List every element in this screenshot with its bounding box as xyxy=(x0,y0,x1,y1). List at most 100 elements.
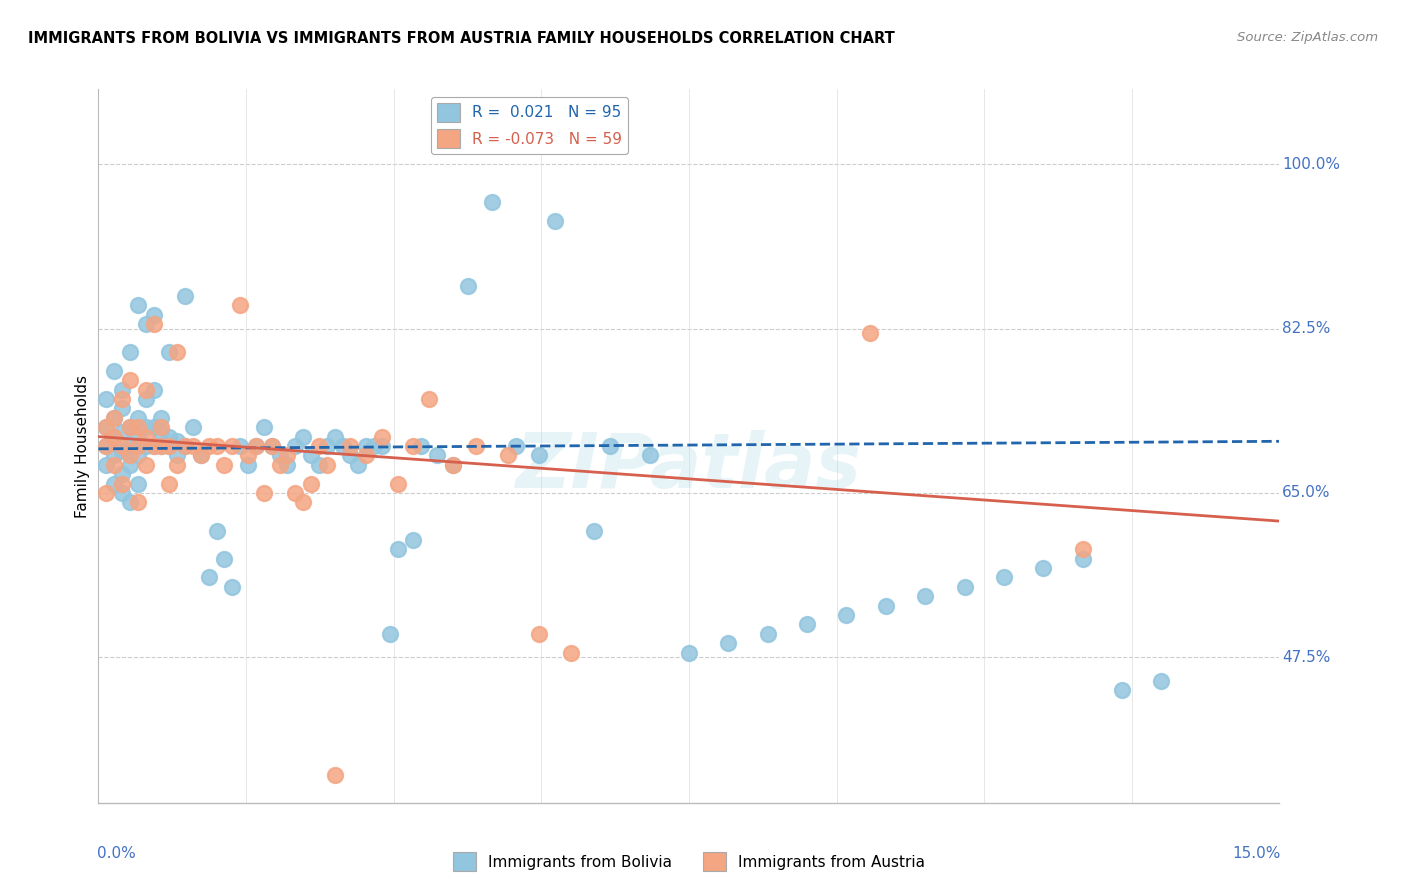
Point xyxy=(166,449,188,463)
Point xyxy=(402,439,425,453)
Point xyxy=(111,443,134,458)
Point xyxy=(993,570,1015,584)
Point xyxy=(308,439,330,453)
Point xyxy=(96,392,118,406)
Point xyxy=(127,449,149,463)
Point xyxy=(135,317,157,331)
Point xyxy=(142,317,165,331)
Point xyxy=(253,420,276,434)
Point xyxy=(118,439,141,453)
Point xyxy=(859,326,882,341)
Point xyxy=(118,458,141,472)
Point xyxy=(354,439,377,453)
Point xyxy=(157,439,180,453)
Point xyxy=(496,449,519,463)
Point xyxy=(127,439,149,453)
Point xyxy=(96,420,118,434)
Text: 65.0%: 65.0% xyxy=(1282,485,1330,500)
Point xyxy=(339,449,361,463)
Point xyxy=(308,458,330,472)
Point xyxy=(284,439,307,453)
Point xyxy=(229,439,252,453)
Point xyxy=(174,289,197,303)
Point xyxy=(190,449,212,463)
Point xyxy=(118,495,141,509)
Point xyxy=(756,627,779,641)
Point xyxy=(583,524,606,538)
Point xyxy=(142,439,165,453)
Point xyxy=(127,410,149,425)
Point xyxy=(205,439,228,453)
Point xyxy=(221,439,243,453)
Point xyxy=(197,439,219,453)
Point xyxy=(111,467,134,482)
Point xyxy=(103,429,125,443)
Point xyxy=(299,449,322,463)
Point xyxy=(260,439,283,453)
Point xyxy=(118,373,141,387)
Point xyxy=(914,589,936,603)
Point xyxy=(411,439,433,453)
Point xyxy=(96,458,118,472)
Point xyxy=(284,486,307,500)
Point xyxy=(197,570,219,584)
Point xyxy=(529,449,551,463)
Point xyxy=(118,345,141,359)
Point xyxy=(260,439,283,453)
Point xyxy=(157,476,180,491)
Point xyxy=(127,429,149,443)
Point xyxy=(166,458,188,472)
Point xyxy=(269,449,291,463)
Point xyxy=(96,439,118,453)
Point xyxy=(150,439,173,453)
Point xyxy=(103,364,125,378)
Point xyxy=(103,476,125,491)
Point xyxy=(157,345,180,359)
Point xyxy=(111,401,134,416)
Point xyxy=(441,458,464,472)
Point xyxy=(127,298,149,312)
Point xyxy=(292,495,315,509)
Point xyxy=(544,213,567,227)
Point xyxy=(529,627,551,641)
Point xyxy=(229,298,252,312)
Point xyxy=(299,476,322,491)
Point xyxy=(111,392,134,406)
Point xyxy=(245,439,267,453)
Point xyxy=(127,420,149,434)
Point xyxy=(118,449,141,463)
Point xyxy=(1111,683,1133,698)
Text: 82.5%: 82.5% xyxy=(1282,321,1330,336)
Point xyxy=(103,410,125,425)
Point xyxy=(378,627,401,641)
Point xyxy=(127,476,149,491)
Point xyxy=(678,646,700,660)
Point xyxy=(441,458,464,472)
Point xyxy=(166,434,188,449)
Legend: Immigrants from Bolivia, Immigrants from Austria: Immigrants from Bolivia, Immigrants from… xyxy=(447,847,931,877)
Point xyxy=(276,449,298,463)
Text: 15.0%: 15.0% xyxy=(1232,846,1281,861)
Point xyxy=(118,420,141,434)
Point xyxy=(339,439,361,453)
Point xyxy=(174,439,197,453)
Point xyxy=(205,524,228,538)
Point xyxy=(236,458,259,472)
Y-axis label: Family Households: Family Households xyxy=(75,375,90,517)
Point xyxy=(111,476,134,491)
Point xyxy=(953,580,976,594)
Point xyxy=(190,449,212,463)
Point xyxy=(96,486,118,500)
Point xyxy=(135,420,157,434)
Point xyxy=(157,439,180,453)
Point xyxy=(142,308,165,322)
Point xyxy=(835,607,858,622)
Point xyxy=(465,439,488,453)
Point xyxy=(135,458,157,472)
Point xyxy=(599,439,621,453)
Point xyxy=(135,392,157,406)
Point xyxy=(426,449,449,463)
Point xyxy=(253,486,276,500)
Point xyxy=(157,429,180,443)
Point xyxy=(505,439,527,453)
